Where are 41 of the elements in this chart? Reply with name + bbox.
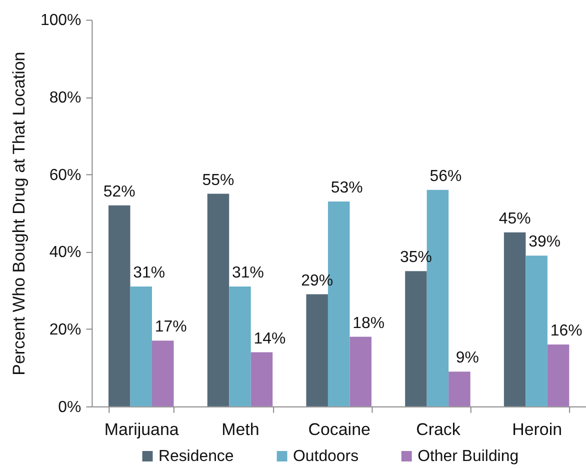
x-tick-label: Cocaine [308, 420, 370, 439]
y-axis-title: Percent Who Bought Drug at That Location [9, 52, 28, 376]
x-tick-label: Crack [416, 420, 461, 439]
data-label: 55% [202, 172, 234, 189]
bar [207, 194, 230, 406]
bar [350, 336, 372, 406]
legend-label: Residence [158, 448, 234, 466]
bar [306, 294, 328, 406]
data-label: 52% [103, 183, 136, 200]
bar [130, 286, 152, 406]
data-label: 18% [352, 314, 385, 332]
bar [504, 232, 526, 406]
data-label: 53% [330, 179, 363, 196]
y-tick-label: 40% [49, 244, 82, 262]
x-tick-label: Meth [222, 420, 260, 439]
legend-label: Outdoors [293, 448, 359, 466]
data-label: 31% [232, 264, 264, 282]
data-label: 39% [528, 234, 560, 251]
bar [448, 372, 470, 406]
data-label: 31% [133, 264, 166, 282]
y-tick-label: 100% [40, 12, 82, 30]
bar [526, 256, 548, 406]
data-label: 45% [498, 210, 531, 228]
data-label: 17% [154, 318, 187, 336]
data-label: 9% [456, 350, 479, 367]
y-tick-label: 20% [49, 322, 82, 339]
bar [152, 340, 174, 406]
x-tick-label: Heroin [512, 420, 562, 439]
bar [405, 271, 427, 406]
bar [108, 205, 130, 406]
y-tick-label: 0% [58, 398, 82, 416]
bar [250, 352, 273, 406]
x-tick-label: Marijuana [104, 420, 180, 439]
data-label: 16% [550, 322, 582, 340]
data-label: 56% [430, 168, 462, 185]
data-label: 14% [254, 330, 286, 348]
y-tick-label: 60% [49, 166, 82, 184]
y-tick-label: 80% [49, 90, 82, 107]
bar [229, 286, 251, 406]
bar [547, 344, 570, 406]
legend-label: Other Building [418, 448, 519, 466]
